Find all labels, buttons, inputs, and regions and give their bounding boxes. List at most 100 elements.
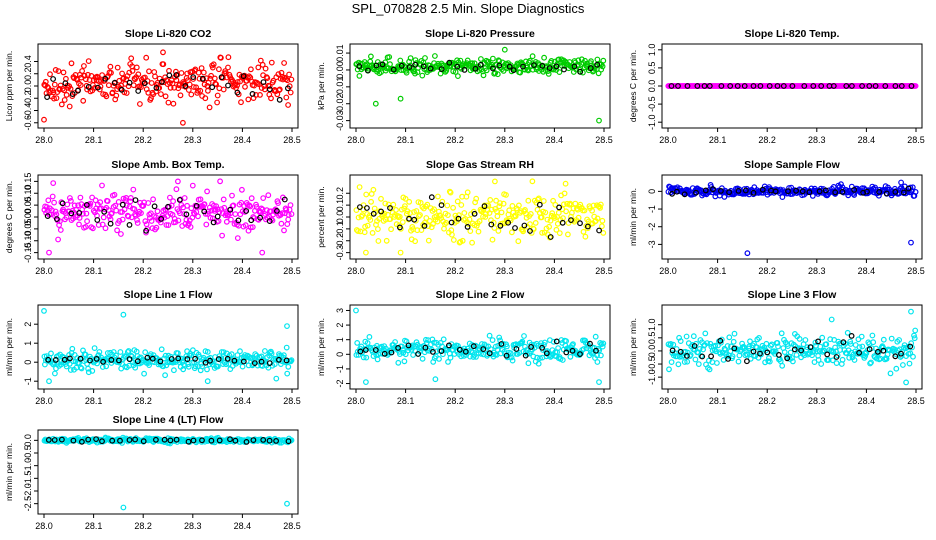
data-point [212, 206, 219, 213]
y-tick-label: -2.5 [23, 496, 33, 512]
data-point [177, 92, 184, 99]
plot-frame [37, 304, 299, 390]
data-point [667, 341, 674, 347]
data-point [227, 436, 233, 443]
data-point [600, 57, 607, 64]
data-point [538, 214, 545, 221]
data-point [91, 84, 98, 91]
data-point [785, 188, 791, 195]
data-point [395, 345, 402, 351]
data-point [428, 194, 435, 201]
data-point [598, 352, 604, 359]
data-point [51, 95, 57, 102]
data-point [163, 222, 170, 228]
data-point [260, 195, 267, 202]
data-point [50, 180, 57, 187]
data-point [431, 206, 438, 213]
data-point [421, 222, 428, 229]
data-point [208, 437, 215, 444]
data-point [580, 346, 587, 352]
data-point [238, 186, 245, 193]
data-point [83, 201, 90, 208]
data-point [447, 354, 454, 361]
data-point [418, 227, 425, 234]
y-tick-label: -0.5 [647, 356, 657, 372]
data-point [59, 436, 65, 443]
data-point [756, 335, 762, 341]
data-point [912, 188, 919, 195]
data-point [712, 342, 719, 349]
chart-panel-5: Slope Gas Stream RH 28.0 28.1 28.2 28.3 28.4 2… [316, 159, 613, 276]
data-point [509, 229, 515, 236]
data-point [188, 205, 195, 212]
data-point [217, 54, 224, 61]
data-point [242, 222, 249, 229]
data-point [109, 89, 116, 96]
data-point [218, 349, 225, 355]
data-point [265, 192, 272, 199]
data-point [369, 229, 376, 236]
data-point [898, 350, 904, 357]
data-point [472, 199, 479, 206]
data-point [268, 59, 275, 66]
data-point [126, 356, 133, 363]
data-point [494, 213, 501, 220]
data-point [124, 349, 131, 355]
y-tick-label: -2.0 [23, 483, 33, 499]
data-point [126, 79, 133, 86]
data-point [281, 60, 288, 66]
data-point [248, 217, 255, 224]
data-point [419, 72, 426, 79]
data-point [858, 333, 865, 340]
data-point [699, 353, 706, 360]
x-tick-label: 28.2 [446, 266, 464, 276]
data-point [99, 72, 105, 78]
y-tick-label: 0.10 [23, 184, 33, 202]
data-point [497, 200, 503, 207]
data-point [218, 74, 225, 81]
data-point [438, 202, 445, 209]
data-point [201, 208, 208, 215]
data-point [166, 67, 172, 74]
data-point [165, 203, 171, 210]
data-point [692, 356, 699, 363]
data-point [220, 86, 227, 93]
data-point [273, 438, 280, 444]
data-point [725, 356, 731, 362]
data-point [589, 207, 595, 214]
data-point [108, 69, 114, 76]
data-point [556, 204, 562, 211]
data-point [766, 355, 772, 362]
data-point [204, 349, 211, 355]
data-point [85, 58, 92, 64]
data-point [78, 438, 85, 445]
data-point [74, 87, 81, 94]
data-point [197, 196, 204, 203]
data-point [529, 178, 536, 185]
data-point [710, 186, 716, 193]
data-point [141, 80, 148, 87]
data-point [450, 204, 457, 211]
data-point [231, 357, 238, 364]
x-tick-label: 28.2 [758, 266, 776, 276]
data-point [249, 90, 256, 97]
data-point [718, 187, 724, 194]
outlier-point [501, 46, 508, 53]
data-point [397, 351, 403, 358]
data-point [243, 208, 250, 214]
data-point [104, 198, 111, 205]
data-point [147, 210, 154, 217]
x-tick-label: 28.1 [397, 266, 415, 276]
data-point [817, 343, 824, 350]
data-point [577, 68, 583, 75]
y-tick-label: 0.05 [23, 196, 33, 214]
data-point [99, 221, 106, 228]
data-point [117, 349, 124, 355]
data-point [89, 194, 95, 201]
panel-title: Slope Gas Stream RH [426, 159, 534, 171]
data-point [279, 210, 286, 217]
data-point [559, 357, 566, 363]
data-point [151, 203, 158, 210]
data-point [464, 189, 471, 196]
data-point [427, 65, 434, 72]
